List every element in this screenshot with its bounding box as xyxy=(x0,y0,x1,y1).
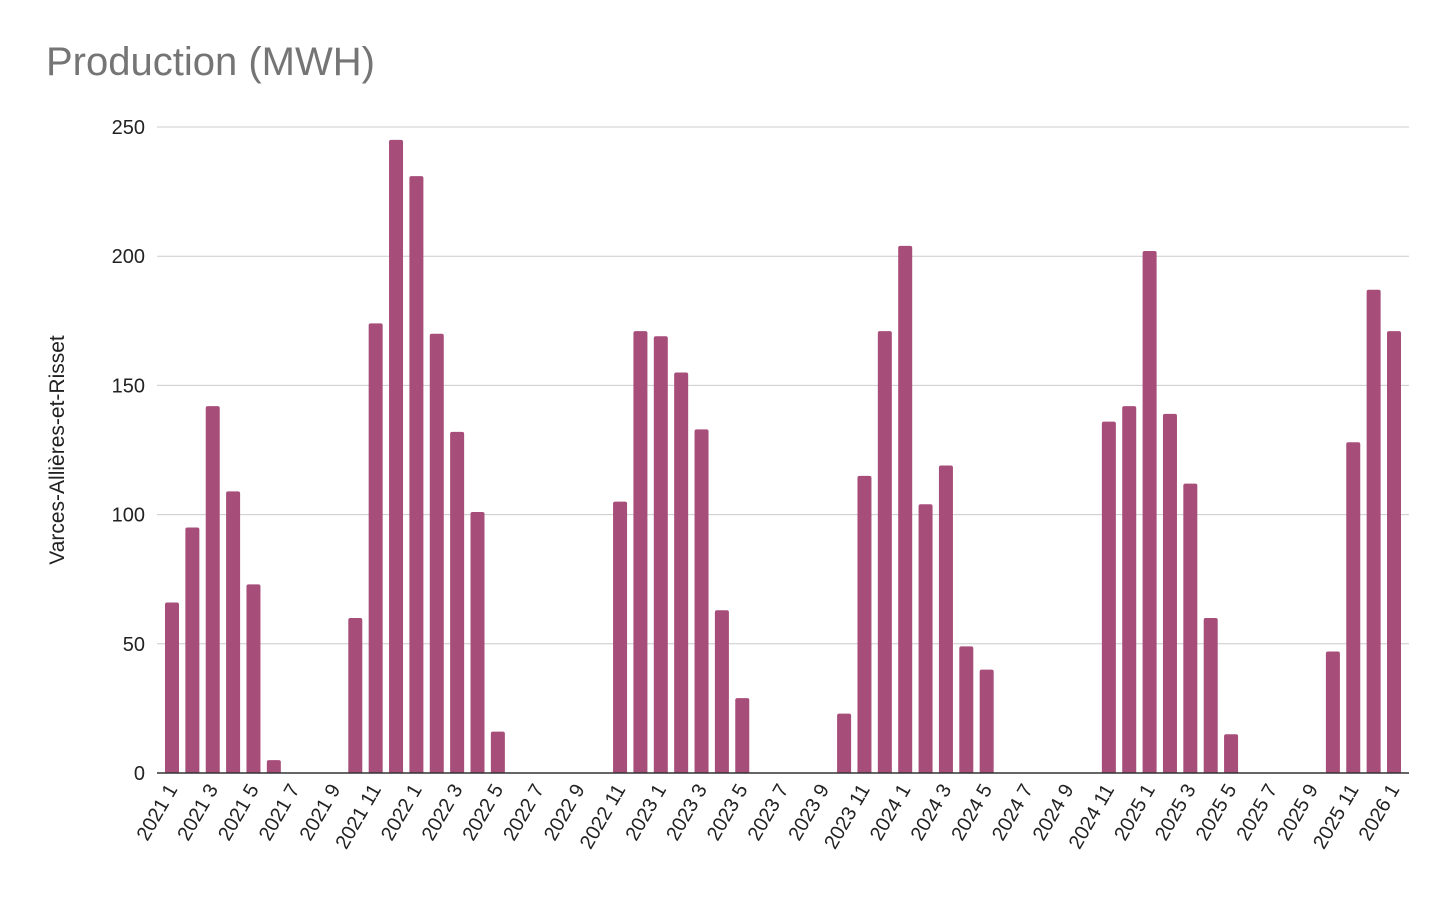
y-axis-title: Varces-Allières-et-Risset xyxy=(46,335,69,565)
y-tick-label: 250 xyxy=(112,117,145,139)
bar xyxy=(674,372,689,773)
bar xyxy=(613,501,628,773)
y-tick-label: 100 xyxy=(112,505,145,527)
bar xyxy=(266,760,281,773)
bar xyxy=(185,527,200,773)
chart-title: Production (MWH) xyxy=(46,40,375,84)
bar xyxy=(959,646,974,773)
bar xyxy=(1142,251,1157,774)
bar xyxy=(837,713,852,773)
x-tick-label: 2026 1 xyxy=(1355,781,1405,845)
bar xyxy=(389,139,404,774)
bar xyxy=(368,323,383,773)
bar xyxy=(714,610,729,773)
bar xyxy=(694,429,709,773)
y-tick-label: 200 xyxy=(112,246,145,268)
bar xyxy=(409,176,424,773)
bar xyxy=(246,584,261,773)
bar xyxy=(857,475,872,773)
bar xyxy=(938,465,953,773)
bar xyxy=(1346,442,1361,773)
bar xyxy=(633,331,648,773)
y-tick-label: 50 xyxy=(123,634,145,656)
bar xyxy=(1325,651,1340,773)
bar xyxy=(1101,421,1116,773)
bar xyxy=(429,333,444,773)
bar xyxy=(490,731,505,773)
bar xyxy=(205,406,220,773)
bar xyxy=(735,698,750,773)
bar xyxy=(653,336,668,773)
bar xyxy=(1387,331,1401,773)
bar xyxy=(898,245,913,773)
bar xyxy=(918,504,933,773)
bar xyxy=(1224,734,1239,773)
bar xyxy=(877,331,892,773)
bar xyxy=(348,617,363,773)
bar xyxy=(165,602,179,773)
bar xyxy=(1203,617,1218,773)
bar xyxy=(1183,483,1198,773)
bar xyxy=(470,512,485,773)
bar xyxy=(226,491,241,773)
bar xyxy=(979,669,994,773)
bar xyxy=(450,431,465,773)
y-tick-label: 150 xyxy=(112,375,145,397)
bar xyxy=(1162,413,1177,773)
bar xyxy=(1122,406,1137,773)
bar xyxy=(1366,289,1381,773)
y-tick-label: 0 xyxy=(134,763,145,785)
